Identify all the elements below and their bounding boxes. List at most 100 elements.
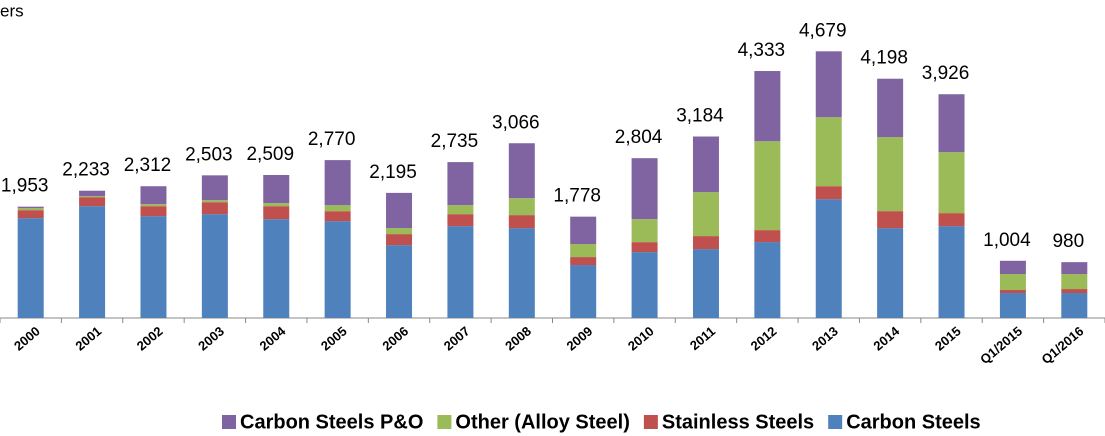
bar-segment — [263, 203, 290, 207]
x-tick-label: 2007 — [441, 323, 473, 353]
bar-segment — [140, 216, 167, 318]
total-label: 1,778 — [553, 186, 601, 207]
bar-segment — [938, 226, 965, 318]
legend-swatch — [222, 415, 236, 429]
total-label: 2,735 — [431, 131, 479, 152]
bar-segment — [201, 175, 228, 201]
x-tick-label: 2000 — [11, 323, 43, 353]
bar-segment — [631, 158, 658, 220]
total-label: 980 — [1052, 231, 1084, 252]
legend-label: Carbon Steels P&O — [240, 411, 423, 433]
bar-segment — [815, 186, 842, 200]
bar-segment — [692, 136, 719, 193]
legend-swatch — [437, 415, 452, 429]
x-tick-label: 2004 — [257, 323, 289, 354]
bar-segment — [17, 206, 44, 209]
bar-segment — [79, 197, 106, 207]
bar-segment — [386, 228, 413, 235]
bar-segment — [447, 226, 474, 318]
bar-segment — [79, 206, 106, 318]
x-tick-label: 2010 — [625, 323, 657, 353]
bar-segment — [570, 265, 597, 318]
x-tick-label: 2012 — [748, 323, 780, 353]
total-label: 2,804 — [615, 127, 663, 148]
total-label: 3,184 — [676, 106, 724, 127]
bar-segment — [17, 208, 44, 211]
bar-segment — [324, 205, 351, 212]
total-label: 3,066 — [492, 112, 540, 133]
bar-segment — [938, 152, 965, 214]
bar-segment — [79, 196, 106, 198]
bar-segment — [631, 242, 658, 253]
total-label: 4,679 — [799, 20, 847, 41]
legend-swatch — [643, 415, 658, 429]
bar-segment — [999, 290, 1026, 294]
bar-segment — [447, 214, 474, 227]
bar-segment — [631, 252, 658, 318]
bar-segment — [754, 71, 781, 142]
bar-segment — [508, 198, 535, 216]
bar-segment — [692, 236, 719, 250]
total-label: 2,312 — [124, 155, 172, 176]
bar-segment — [508, 143, 535, 199]
bar-segment — [201, 214, 228, 318]
x-tick-label: 2003 — [195, 323, 227, 353]
bar-segment — [140, 186, 167, 205]
x-tick-label: 2013 — [809, 323, 841, 353]
x-tick-label: 2011 — [687, 323, 718, 353]
bar-segment — [754, 141, 781, 231]
total-label: 2,770 — [308, 129, 356, 150]
bar-segment — [754, 230, 781, 243]
bar-segment — [938, 94, 965, 153]
bar-segment — [877, 137, 904, 212]
bar-segment — [692, 249, 719, 318]
bar-segment — [263, 219, 290, 318]
bar-segment — [447, 205, 474, 215]
total-label: 1,004 — [983, 230, 1031, 251]
bar-segment — [140, 206, 167, 217]
total-label: 1,953 — [1, 176, 49, 197]
bar-segment — [201, 202, 228, 215]
bar-segment — [877, 228, 904, 318]
bar-segment — [877, 78, 904, 138]
x-tick-label: 2005 — [318, 323, 350, 353]
bar-segment — [324, 160, 351, 206]
legend-label: Other (Alloy Steel) — [455, 411, 629, 433]
bar-segment — [999, 260, 1026, 275]
bar-segment — [17, 210, 44, 219]
bar-segment — [570, 257, 597, 266]
bar-segment — [1061, 289, 1088, 294]
legend-label: Carbon Steels — [846, 411, 980, 433]
x-tick-label: 2002 — [134, 323, 166, 353]
total-label: 2,233 — [62, 160, 110, 181]
bar-segment — [201, 200, 228, 203]
x-tick-label: 2014 — [870, 323, 902, 354]
bar-segment — [1061, 262, 1088, 275]
x-tick-label: Q1/2016 — [1039, 323, 1087, 367]
bar-segment — [447, 162, 474, 206]
bar-segment — [1061, 274, 1088, 290]
bar-segment — [631, 219, 658, 243]
bar-segment — [140, 204, 167, 207]
bar-segment — [938, 213, 965, 227]
x-tick-label: Q1/2015 — [977, 323, 1025, 367]
bar-segment — [324, 211, 351, 222]
bar-segment — [386, 234, 413, 246]
x-tick-label: 2009 — [564, 323, 596, 353]
total-label: 3,926 — [922, 63, 970, 84]
bar-segment — [508, 228, 535, 318]
bar-segment — [815, 199, 842, 318]
bar-segment — [877, 211, 904, 229]
bar-segment — [815, 117, 842, 187]
bar-segment — [570, 216, 597, 245]
total-label: 2,195 — [369, 162, 417, 183]
total-label: 2,509 — [246, 144, 294, 165]
bar-segment — [263, 206, 290, 220]
bar-segment — [508, 215, 535, 229]
bar-segment — [324, 221, 351, 318]
bar-segment — [692, 192, 719, 237]
bar-segment — [999, 274, 1026, 291]
bar-segment — [570, 244, 597, 258]
bar-segment — [386, 192, 413, 229]
